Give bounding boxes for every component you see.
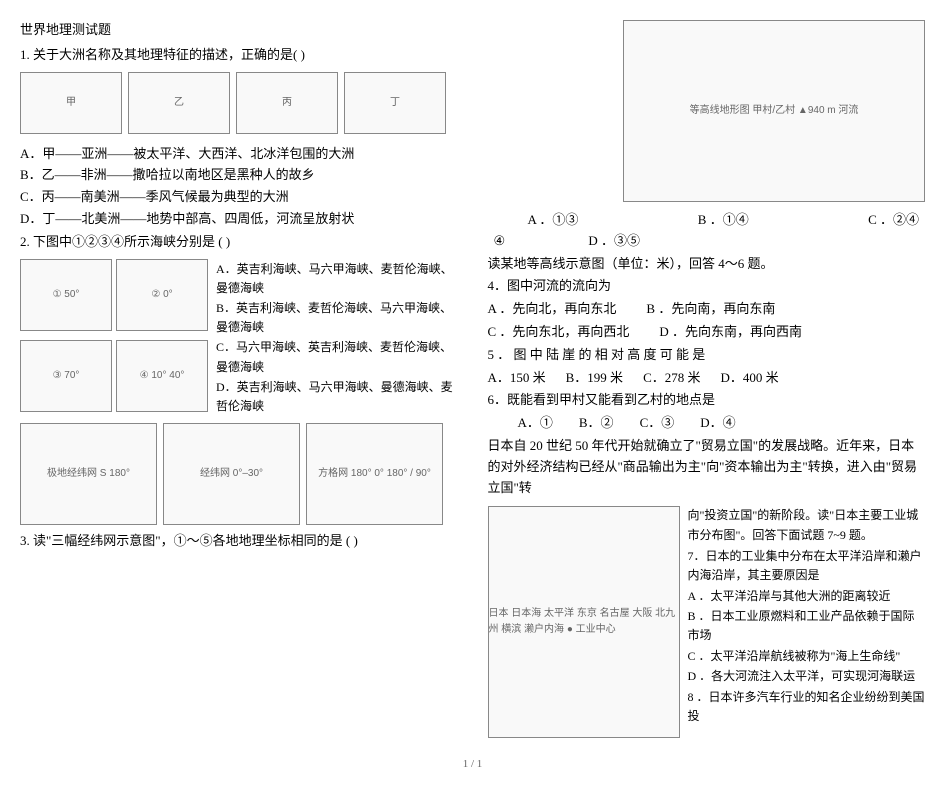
- q3-stem: 3. 读"三幅经纬网示意图"，①～⑤各地地理坐标相同的是 ( ): [20, 531, 458, 552]
- q1-opt-b: B．乙——非洲——撒哈拉以南地区是黑种人的故乡: [20, 165, 458, 186]
- q1-figures: 甲 乙 丙 丁: [20, 72, 458, 134]
- q1-stem: 1. 关于大洲名称及其地理特征的描述，正确的是( ): [20, 45, 458, 66]
- q3-options-row1: A ．①③ B ．①④ C ．②④: [488, 210, 926, 231]
- continent-bing: 丙: [236, 72, 338, 134]
- q2-opt-d: D．英吉利海峡、马六甲海峡、曼德海峡、麦哲伦海峡: [216, 378, 458, 416]
- q6-opt-b: B．②: [579, 413, 614, 434]
- q7-opt-a: A ．太平洋沿岸与其他大洲的距离较近: [688, 587, 926, 606]
- q2-stem: 2. 下图中①②③④所示海峡分别是 ( ): [20, 232, 458, 253]
- q3-opt-extra: ④: [494, 233, 506, 248]
- q3-opt-c: C ．②④: [868, 210, 919, 231]
- q4-opt-a: A ．先向北，再向东北: [488, 299, 617, 320]
- q1-opt-d: D．丁——北美洲——地势中部高、四周低，河流呈放射状: [20, 209, 458, 230]
- strait-map-4: ④ 10° 40°: [116, 340, 208, 412]
- strait-map-1: ① 50°: [20, 259, 112, 331]
- q6-opt-d: D．④: [700, 413, 735, 434]
- q7-opt-c: C ．太平洋沿岸航线被称为"海上生命线": [688, 647, 926, 666]
- q7-opt-b: B ．日本工业原燃料和工业产品依赖于国际市场: [688, 607, 926, 645]
- q3-options-row2: ④ D ．③⑤: [488, 231, 926, 252]
- q4-opt-d: D ．先向东南，再向西南: [659, 322, 802, 343]
- q8-stem: 8 ．日本许多汽车行业的知名企业纷纷到美国投: [688, 688, 926, 726]
- q2-opt-a: A．英吉利海峡、马六甲海峡、麦哲伦海峡、曼德海峡: [216, 260, 458, 298]
- continent-ding: 丁: [344, 72, 446, 134]
- q5-stem: 5 ． 图 中 陆 崖 的 相 对 高 度 可 能 是: [488, 345, 926, 366]
- q3-opt-a: A ．①③: [528, 210, 579, 231]
- q7-opt-d: D ．各大河流注入太平洋，可实现河海联运: [688, 667, 926, 686]
- graticule-polar: 极地经纬网 S 180°: [20, 423, 157, 525]
- q5-opt-c: C．278 米: [643, 368, 700, 389]
- q5-opt-d: D．400 米: [720, 368, 778, 389]
- q1-opt-a: A．甲——亚洲——被太平洋、大西洋、北冰洋包围的大洲: [20, 144, 458, 165]
- q5-opt-b: B．199 米: [566, 368, 623, 389]
- q2-figures: ① 50° ② 0° ③ 70° ④ 10° 40°: [20, 259, 208, 418]
- q3-figures: 极地经纬网 S 180° 经纬网 0°–30° 方格网 180° 0° 180°…: [20, 423, 458, 525]
- q2-opt-b: B．英吉利海峡、麦哲伦海峡、马六甲海峡、曼德海峡: [216, 299, 458, 337]
- continent-jia: 甲: [20, 72, 122, 134]
- q6-opt-a: A．①: [518, 413, 553, 434]
- strait-map-3: ③ 70°: [20, 340, 112, 412]
- continent-yi: 乙: [128, 72, 230, 134]
- intro-4-6: 读某地等高线示意图（单位：米），回答 4～6 题。: [488, 254, 926, 275]
- q6-opt-c: C．③: [640, 413, 675, 434]
- q4-opt-b: B ．先向南，再向东南: [646, 299, 775, 320]
- japan-passage-2: 向"投资立国"的新阶段。读"日本主要工业城市分布图"。回答下面试题 7~9 题。: [688, 506, 926, 544]
- q4-stem: 4．图中河流的流向为: [488, 276, 926, 297]
- contour-map: 等高线地形图 甲村/乙村 ▲940 m 河流: [623, 20, 925, 202]
- q6-stem: 6．既能看到甲村又能看到乙村的地点是: [488, 390, 926, 411]
- q2-opt-c: C．马六甲海峡、英吉利海峡、麦哲伦海峡、曼德海峡: [216, 338, 458, 376]
- graticule-meridian: 经纬网 0°–30°: [163, 423, 300, 525]
- q3-opt-d: D ．③⑤: [588, 233, 640, 248]
- graticule-grid: 方格网 180° 0° 180° / 90°: [306, 423, 443, 525]
- strait-map-2: ② 0°: [116, 259, 208, 331]
- q5-opt-a: A．150 米: [488, 368, 546, 389]
- q1-opt-c: C．丙——南美洲——季风气候最为典型的大洲: [20, 187, 458, 208]
- q4-opt-c: C ．先向东北，再向西北: [488, 322, 630, 343]
- exam-title: 世界地理测试题: [20, 20, 458, 41]
- q3-opt-b: B ．①④: [698, 210, 749, 231]
- japan-passage-1: 日本自 20 世纪 50 年代开始就确立了"贸易立国"的发展战略。近年来，日本的…: [488, 436, 926, 498]
- japan-map: 日本 日本海 太平洋 东京 名古屋 大阪 北九州 横滨 濑户内海 ● 工业中心: [488, 506, 680, 738]
- page-number: 1 / 1: [20, 756, 925, 774]
- q7-stem: 7．日本的工业集中分布在太平洋沿岸和濑户内海沿岸，其主要原因是: [688, 547, 926, 585]
